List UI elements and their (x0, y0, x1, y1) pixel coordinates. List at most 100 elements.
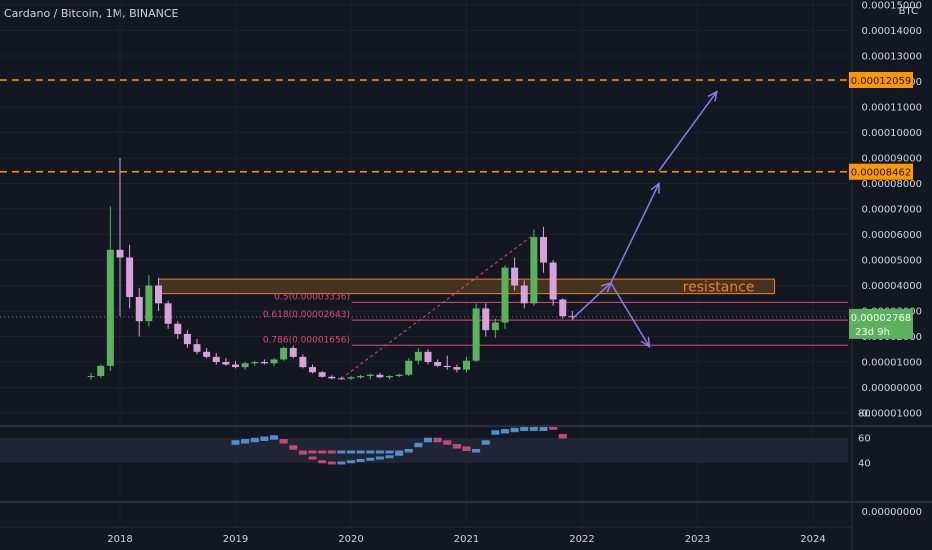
candle-body (559, 299, 567, 317)
y-tick-label: -0.00001000 (858, 409, 922, 420)
oscillator-bar (529, 426, 538, 430)
oscillator-bar (424, 437, 432, 441)
x-tick-label: 2023 (685, 534, 710, 545)
oscillator-bar (250, 437, 259, 441)
price-tag-label: 0.00008462 (851, 168, 911, 179)
candle-body (203, 351, 211, 357)
candle-body (366, 374, 374, 377)
candle-body (280, 347, 288, 360)
osc-tick-label: 40 (858, 459, 871, 470)
candle-body (540, 237, 547, 263)
level-lines-layer: 0.5(0.00003336) 0.618(0.00002643) 0.786(0.… (0, 79, 848, 379)
candle-body (174, 323, 182, 334)
price-tag (849, 163, 913, 180)
osc-tick-label: 80 (858, 409, 871, 420)
x-tick-label: 2024 (800, 534, 825, 545)
projection-arrow-head (650, 181, 660, 194)
projection-arrow-head (707, 90, 718, 102)
candle-body (135, 296, 143, 322)
candle-body (491, 322, 499, 331)
candle-body (376, 374, 384, 378)
candle-body (193, 344, 201, 352)
candle-body (155, 285, 162, 304)
fib-level-label: 0.618(0.00002643) (263, 310, 350, 320)
oscillator-bar (347, 460, 355, 464)
candle-body (116, 249, 124, 258)
oscillator-bar (260, 436, 269, 440)
x-tick-label: 2019 (223, 534, 248, 545)
y-tick-label: 0.00011000 (862, 103, 922, 114)
candle-body (289, 347, 297, 357)
oscillator-bar (414, 442, 423, 446)
candle-body (357, 376, 365, 378)
candle-body (106, 249, 114, 366)
candle-body (87, 376, 95, 378)
projection-arrow (610, 282, 651, 348)
oscillator-bar (510, 427, 519, 431)
candle-body (453, 367, 461, 370)
x-tick-label: 2018 (107, 534, 132, 545)
candle-body (145, 285, 153, 322)
resistance-zone-layer: resistance (158, 278, 775, 295)
countdown-label: 23d 9h (855, 327, 890, 338)
drawings-layer (571, 90, 718, 349)
price-tag (849, 71, 913, 88)
currency-label: BTC (899, 6, 918, 17)
oscillator-bar (491, 430, 500, 434)
oscillator-bar (385, 450, 394, 454)
resistance-label: resistance (683, 279, 755, 295)
oscillator-bar (462, 446, 471, 450)
oscillator-bar (347, 450, 355, 454)
y-tick-label: 0.00000000 (862, 383, 922, 394)
chart-title: Cardano / Bitcoin, 1M, BINANCE (4, 7, 179, 20)
y-tick-label: 0.00008000 (862, 179, 922, 190)
candle-body (328, 376, 336, 379)
candle-body (232, 364, 239, 368)
fib-level-label: 0.5(0.00003336) (274, 292, 350, 302)
y-tick-label: 0.00004000 (862, 281, 922, 292)
candle-body (549, 262, 557, 300)
y-tick-label: 0.00007000 (862, 205, 922, 216)
candle-body (501, 267, 509, 323)
oscillator-bar (404, 449, 413, 452)
candle-body (126, 257, 134, 297)
candle-body (520, 285, 528, 304)
oscillator-bar (298, 451, 307, 455)
candle-body (434, 362, 442, 366)
oscillator-bar (231, 440, 240, 444)
candle-body (395, 374, 403, 377)
price-tag-label: 0.00012059 (851, 76, 911, 87)
candle-body (424, 351, 432, 362)
candle-body (414, 351, 422, 361)
osc-tick-label: 60 (858, 434, 871, 445)
oscillator-bar (472, 449, 481, 452)
oscillator-bar (366, 457, 375, 461)
candle-body (482, 308, 490, 331)
oscillator-bar (481, 440, 490, 444)
oscillator-bar (241, 439, 250, 442)
candle-body (241, 363, 249, 368)
oscillator-bar (385, 455, 394, 459)
oscillator-bar (279, 439, 288, 442)
oscillator-bar (289, 445, 298, 449)
candle-body (260, 362, 268, 364)
bottom-y-tick-label: 0.00000000 (862, 507, 922, 518)
y-tick-label: 0.00009000 (862, 154, 922, 165)
oscillator-bar (520, 426, 529, 430)
candle-body (472, 308, 480, 361)
candle-body (405, 360, 413, 375)
oscillator-bar (375, 456, 384, 460)
y-tick-label: 0.00010000 (862, 128, 922, 139)
candle-body (463, 360, 470, 370)
oscillator-bar (327, 461, 336, 465)
candle-body (299, 356, 307, 368)
y-tick-label: 0.00015000 (862, 1, 922, 12)
fib-trendline (341, 234, 535, 379)
oscillator-bar (318, 450, 327, 454)
oscillator-bar (356, 450, 365, 454)
oscillator-bar (270, 435, 278, 439)
oscillator-bar (395, 452, 404, 456)
current-price-tag (849, 308, 913, 339)
x-tick-label: 2020 (338, 534, 363, 545)
